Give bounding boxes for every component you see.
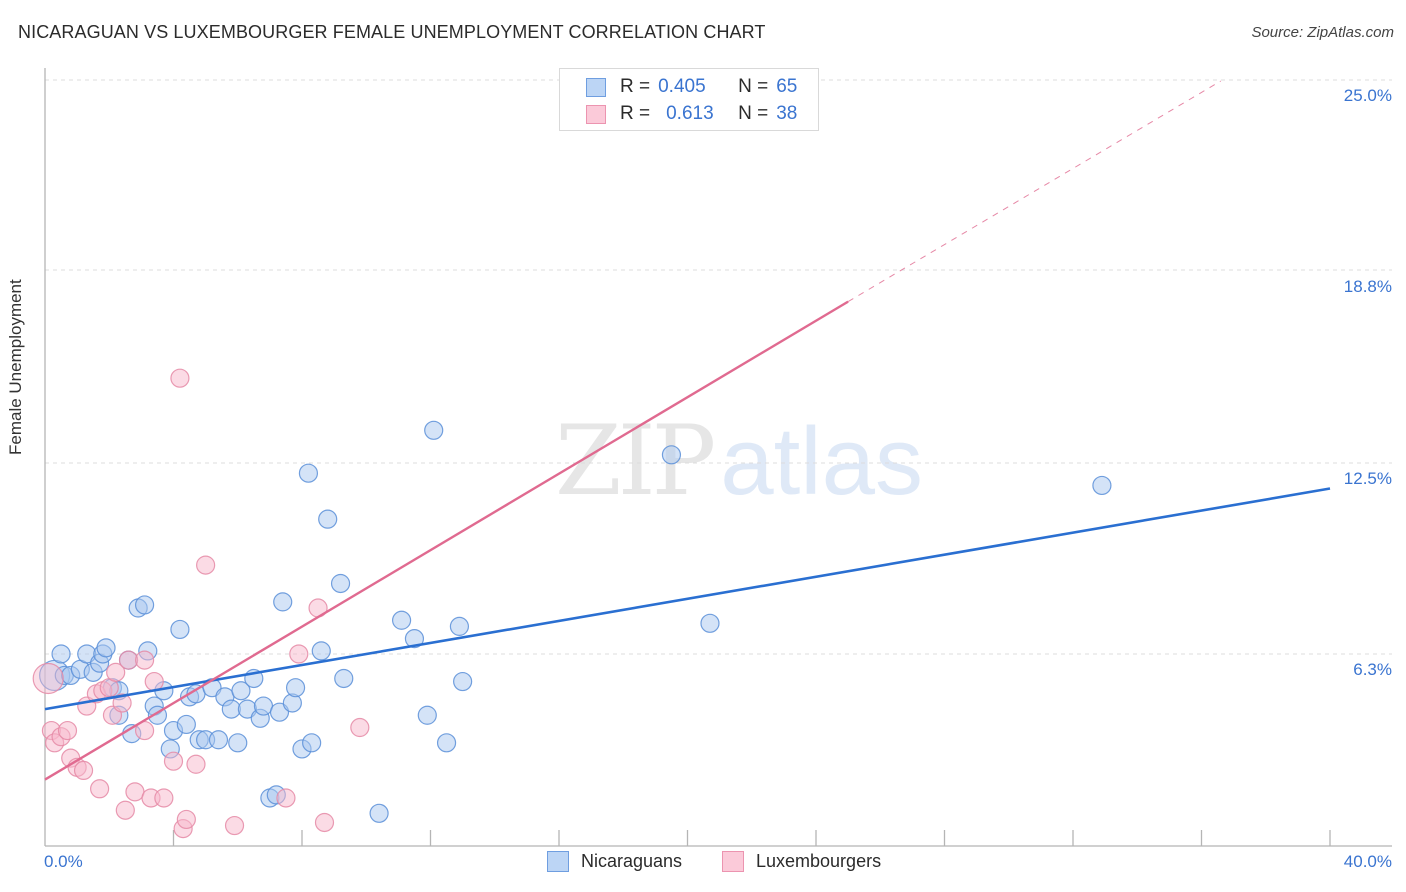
data-point [391, 610, 412, 630]
data-point [170, 368, 190, 388]
data-point [134, 650, 155, 670]
nicaraguans-points [39, 420, 1112, 823]
data-point [196, 555, 216, 575]
data-point [700, 613, 720, 633]
x-axis-ticks [172, 830, 1331, 846]
data-point [253, 696, 274, 716]
n-label: N = [738, 76, 769, 97]
r-value: 0.613 [666, 103, 714, 124]
legend-item-luxembourgers[interactable]: Luxembourgers [722, 851, 881, 872]
luxembourgers-points [32, 111, 800, 839]
data-point [163, 751, 184, 771]
r-value: 0.405 [658, 76, 706, 97]
data-point [170, 619, 190, 640]
data-point [51, 644, 71, 664]
data-point [311, 641, 331, 661]
data-point [90, 779, 110, 799]
luxembourgers-trendline-extension [847, 80, 1222, 303]
data-point [186, 754, 206, 774]
data-point [449, 616, 470, 636]
data-point [350, 717, 370, 738]
data-point [318, 509, 338, 529]
n-value: 65 [776, 76, 798, 97]
source-label: Source: ZipAtlas.com [1251, 24, 1394, 41]
data-point [115, 800, 135, 820]
data-point [221, 699, 241, 719]
data-point [32, 662, 64, 695]
legend-item-nicaraguans[interactable]: Nicaraguans [547, 851, 682, 872]
data-point [276, 788, 296, 808]
data-point [134, 595, 155, 615]
data-point [302, 733, 322, 753]
blue-swatch-icon [547, 851, 569, 872]
data-point [334, 668, 354, 689]
data-point [314, 812, 335, 833]
data-point [125, 782, 145, 802]
data-point [144, 671, 164, 692]
legend-label: Luxembourgers [756, 851, 882, 871]
data-point [661, 445, 682, 465]
pink-swatch-icon [586, 104, 606, 124]
data-point [73, 760, 94, 781]
data-point [106, 662, 126, 682]
data-point [1092, 475, 1112, 496]
data-point [289, 644, 309, 664]
n-value: 38 [776, 103, 798, 124]
data-point [273, 592, 293, 612]
data-point [285, 678, 306, 698]
data-point [154, 788, 174, 808]
data-point [224, 815, 245, 836]
data-point [330, 573, 351, 594]
y-tick-12-5: 12.5% [1343, 469, 1392, 488]
pink-swatch-icon [722, 851, 744, 872]
data-point [208, 730, 229, 750]
legend-row-nicaraguans: R = 0.405 N = 65 [586, 75, 797, 99]
trendlines [44, 80, 1331, 781]
data-point [298, 463, 319, 483]
data-point [369, 803, 389, 823]
n-label: N = [738, 103, 769, 124]
y-axis-label: Female Unemployment [6, 279, 25, 455]
x-tick-0: 0.0% [44, 852, 83, 871]
legend-label: Nicaraguans [581, 851, 683, 871]
data-point [404, 629, 425, 649]
x-tick-40: 40.0% [1343, 852, 1392, 871]
r-label: R = [620, 76, 651, 97]
data-point [176, 809, 196, 830]
luxembourgers-trendline [44, 300, 849, 781]
data-point [57, 720, 78, 741]
r-label: R = [620, 103, 651, 124]
data-point [176, 714, 196, 735]
data-point [112, 693, 132, 713]
data-point [228, 733, 248, 753]
y-tick-6-3: 6.3% [1353, 660, 1392, 679]
data-point [453, 671, 473, 692]
nicaraguans-trendline [44, 487, 1331, 711]
y-tick-18-8: 18.8% [1343, 277, 1392, 296]
axes [44, 68, 1392, 847]
data-point [118, 650, 139, 670]
data-point [436, 733, 457, 753]
chart-title: NICARAGUAN VS LUXEMBOURGER FEMALE UNEMPL… [18, 22, 766, 42]
data-point [231, 681, 251, 701]
correlation-legend: R = 0.405 N = 65 R = 0.613 N = 38 [559, 68, 819, 131]
blue-swatch-icon [586, 77, 606, 97]
legend-row-luxembourgers: R = 0.613 N = 38 [586, 102, 797, 126]
data-point [424, 420, 444, 440]
y-tick-25: 25.0% [1343, 86, 1392, 105]
data-point [96, 638, 116, 658]
data-point [417, 705, 437, 725]
gridlines [45, 79, 1392, 655]
